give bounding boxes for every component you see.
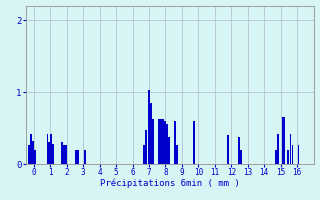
Bar — [28, 145, 30, 164]
Bar — [287, 150, 289, 164]
Bar — [34, 150, 36, 164]
Bar — [77, 150, 79, 164]
Bar — [46, 134, 48, 164]
Bar — [150, 103, 152, 164]
Bar — [30, 134, 32, 164]
Bar — [52, 144, 54, 164]
Bar — [282, 117, 283, 164]
Bar — [162, 119, 164, 164]
Bar — [48, 142, 50, 164]
Bar — [174, 121, 176, 164]
Bar — [292, 145, 293, 164]
Bar — [168, 137, 170, 164]
Bar — [166, 124, 168, 164]
Bar — [176, 145, 178, 164]
Bar — [290, 134, 292, 164]
Bar — [227, 135, 229, 164]
Bar — [148, 90, 150, 164]
Bar — [61, 142, 63, 164]
Bar — [51, 134, 52, 164]
Bar — [238, 137, 240, 164]
X-axis label: Précipitations 6min ( mm ): Précipitations 6min ( mm ) — [100, 179, 239, 188]
Bar — [275, 150, 277, 164]
Bar — [164, 121, 166, 164]
Bar — [277, 134, 279, 164]
Bar — [145, 130, 147, 164]
Bar — [284, 117, 285, 164]
Bar — [76, 150, 77, 164]
Bar — [65, 145, 67, 164]
Bar — [158, 119, 160, 164]
Bar — [32, 141, 34, 164]
Bar — [298, 145, 299, 164]
Bar — [63, 145, 65, 164]
Bar — [193, 121, 195, 164]
Bar — [84, 150, 86, 164]
Bar — [143, 145, 145, 164]
Bar — [152, 119, 154, 164]
Bar — [240, 150, 242, 164]
Bar — [160, 119, 162, 164]
